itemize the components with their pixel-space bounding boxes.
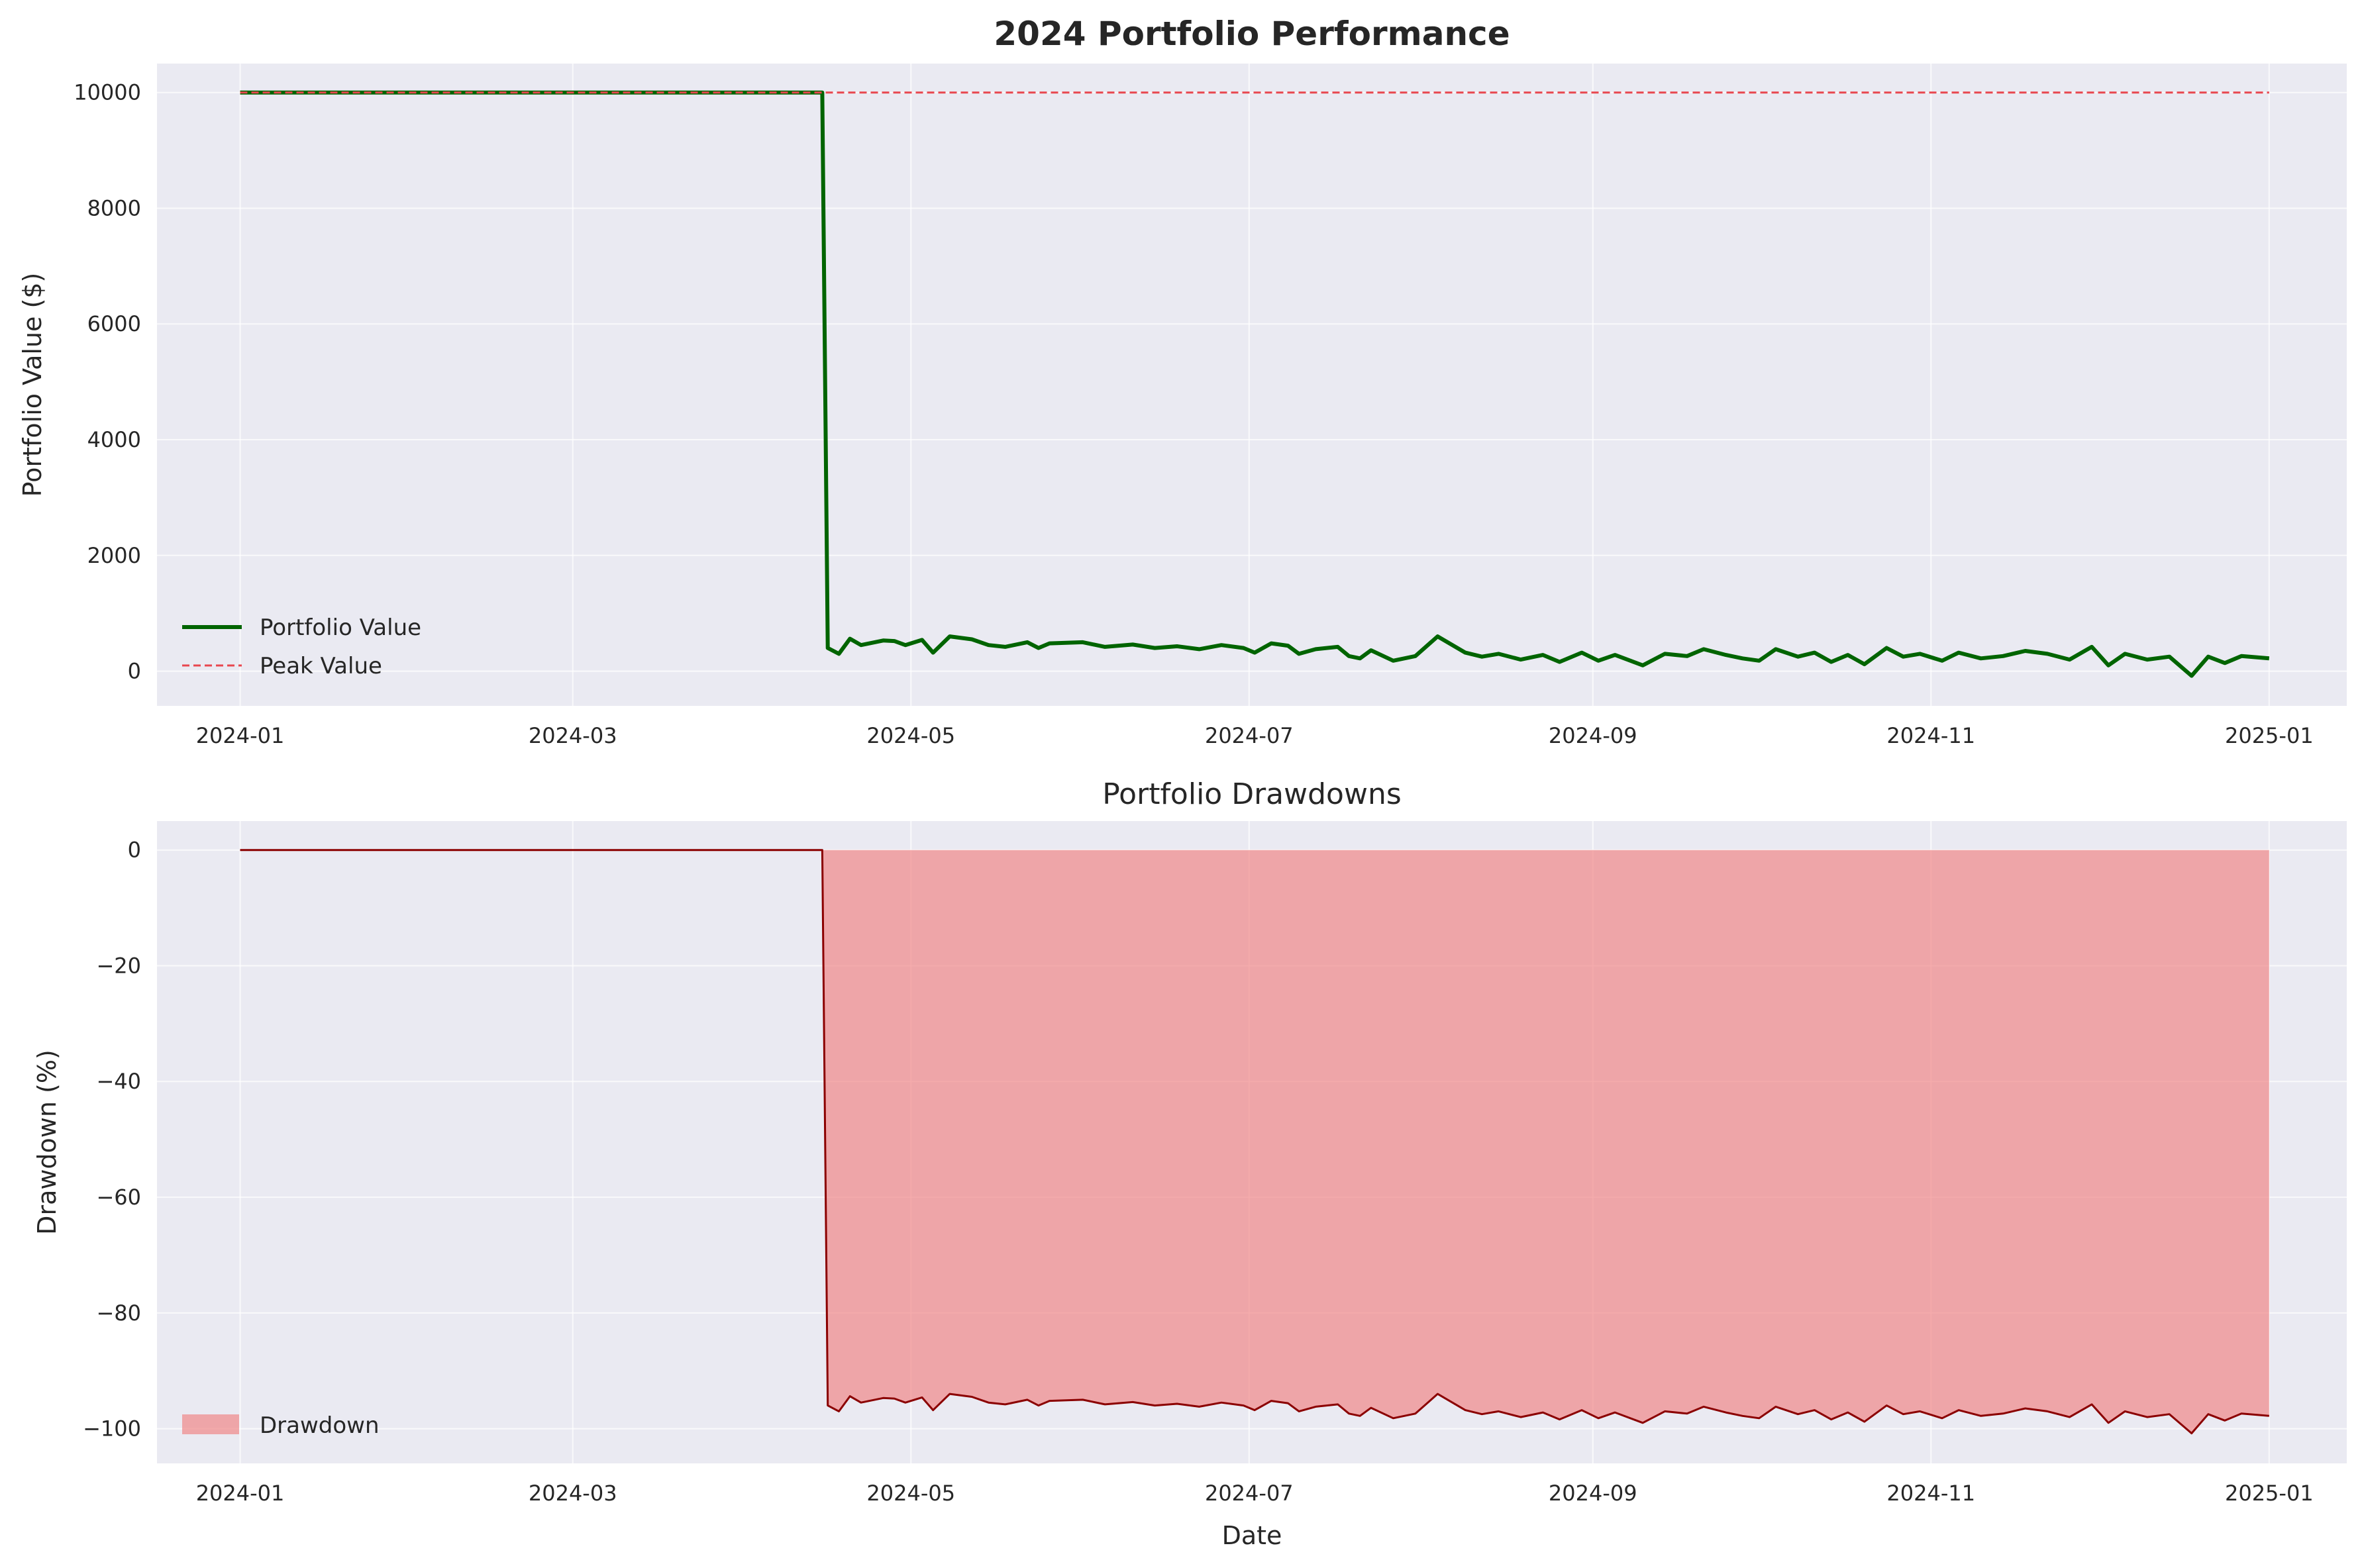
top-chart-title: 2024 Portfolio Performance — [994, 15, 1510, 53]
bottom-series-lines — [240, 849, 2269, 1435]
top-series-lines — [240, 90, 2270, 678]
x-tick-label: 2024-01 — [196, 723, 285, 748]
bottom-y-tick-labels: 0 −20 −40 −60 −80 −100 — [83, 838, 141, 1442]
top-x-tick-labels: 2024-01 2024-03 2024-05 2024-07 2024-09 2024-… — [196, 723, 2314, 748]
x-tick-label: 2024-03 — [529, 1481, 617, 1506]
top-gridlines — [157, 64, 2347, 706]
x-tick-label: 2025-01 — [2225, 723, 2314, 748]
top-y-tick-labels: 0 2000 4000 6000 8000 10000 — [74, 80, 141, 684]
x-tick-label: 2025-01 — [2225, 1481, 2314, 1506]
portfolio-value-line — [240, 90, 2270, 678]
x-tick-label: 2024-05 — [866, 723, 955, 748]
bottom-y-axis-label: Drawdown (%) — [32, 1050, 62, 1235]
top-y-axis-label: Portfolio Value ($) — [18, 273, 47, 497]
y-tick-label: 8000 — [87, 195, 141, 220]
legend-swatch-drawdown — [182, 1414, 239, 1434]
y-tick-label: −60 — [96, 1185, 141, 1210]
bottom-chart-title: Portfolio Drawdowns — [1102, 777, 1402, 811]
drawdown-panel: 2024-01 2024-03 2024-05 2024-07 2024-09 2024-… — [32, 777, 2347, 1550]
legend-label-portfolio-value: Portfolio Value — [260, 614, 421, 641]
bottom-area-layer — [240, 850, 2269, 1434]
bottom-legend: Drawdown — [182, 1412, 380, 1439]
portfolio-value-panel: 2024-01 2024-03 2024-05 2024-07 2024-09 2024-… — [18, 15, 2347, 748]
y-tick-label: 4000 — [87, 427, 141, 452]
y-tick-label: −20 — [96, 953, 141, 978]
y-tick-label: 0 — [128, 838, 141, 863]
x-tick-label: 2024-07 — [1205, 1481, 1294, 1506]
y-tick-label: −80 — [96, 1300, 141, 1326]
legend-label-drawdown: Drawdown — [260, 1412, 380, 1439]
x-tick-label: 2024-11 — [1886, 1481, 1975, 1506]
y-tick-label: 10000 — [74, 80, 141, 105]
bottom-x-axis-label: Date — [1222, 1521, 1282, 1550]
x-tick-label: 2024-11 — [1886, 723, 1975, 748]
bottom-x-tick-labels: 2024-01 2024-03 2024-05 2024-07 2024-09 2024-… — [196, 1481, 2314, 1506]
x-tick-label: 2024-01 — [196, 1481, 285, 1506]
drawdown-area — [240, 850, 2269, 1434]
y-tick-label: −100 — [83, 1416, 141, 1442]
y-tick-label: 6000 — [87, 311, 141, 336]
x-tick-label: 2024-05 — [866, 1481, 955, 1506]
y-tick-label: 0 — [128, 659, 141, 684]
x-tick-label: 2024-03 — [529, 723, 617, 748]
y-tick-label: 2000 — [87, 543, 141, 568]
x-tick-label: 2024-07 — [1205, 723, 1294, 748]
legend-label-peak-value: Peak Value — [260, 653, 382, 679]
top-legend: Portfolio Value Peak Value — [182, 614, 421, 679]
drawdown-line — [240, 849, 2269, 1435]
x-tick-label: 2024-09 — [1549, 723, 1637, 748]
top-plot-area — [157, 64, 2347, 706]
x-tick-label: 2024-09 — [1549, 1481, 1637, 1506]
y-tick-label: −40 — [96, 1069, 141, 1094]
